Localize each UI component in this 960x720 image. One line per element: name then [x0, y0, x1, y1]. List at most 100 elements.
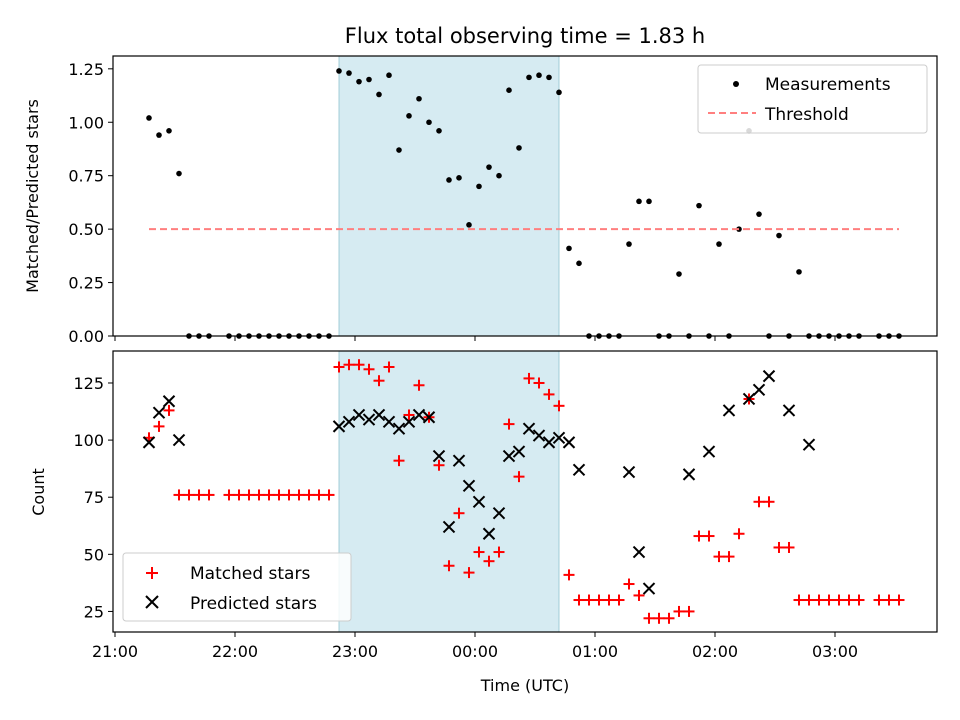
matched-star-point — [533, 377, 545, 389]
matched-star-point — [893, 594, 905, 606]
matched-star-point — [233, 489, 245, 501]
measurement-point — [626, 241, 632, 247]
x-tick-label: 23:00 — [332, 642, 378, 661]
measurement-point — [396, 147, 402, 153]
predicted-star-point — [372, 408, 386, 422]
measurement-point — [696, 202, 702, 209]
predicted-star-point — [402, 415, 416, 429]
matched-star-point — [323, 489, 335, 501]
matched-star-point — [803, 594, 815, 606]
measurement-point — [576, 260, 582, 267]
y-tick-label: 0.00 — [68, 327, 104, 346]
matched-star-point — [363, 363, 375, 375]
x-axis-label: Time (UTC) — [480, 676, 569, 695]
matched-star-point — [443, 560, 455, 572]
predicted-star-point — [412, 408, 426, 422]
predicted-star-point — [332, 420, 346, 433]
measurement-point — [446, 177, 452, 183]
predicted-star-point — [542, 436, 556, 449]
matched-star-point — [313, 489, 325, 501]
predicted-star-point — [702, 445, 716, 458]
predicted-star-point — [342, 415, 356, 429]
measurement-point — [436, 128, 442, 134]
matched-star-point — [343, 359, 355, 371]
predicted-star-point — [762, 369, 776, 383]
matched-star-point — [483, 555, 495, 567]
count-panel: 25 50 75 100 125 21:00 22:00 23:00 00:00 01:00 02… — [29, 350, 938, 695]
measurement-point — [166, 128, 172, 134]
matched-star-point — [833, 594, 845, 606]
measurement-point — [636, 198, 642, 205]
predicted-star-point — [522, 422, 536, 435]
predicted-star-point — [472, 495, 486, 508]
y-tick-label: 25 — [84, 602, 104, 621]
ratio-panel-frame — [112, 55, 938, 337]
matched-star-point — [223, 489, 235, 501]
chart-title: Flux total observing time = 1.83 h — [345, 24, 705, 48]
legend-threshold-label: Threshold — [764, 105, 849, 125]
ratio-legend: Measurements Threshold — [697, 64, 928, 134]
matched-star-point — [203, 489, 215, 501]
ratio-panel: 0.00 0.25 0.50 0.75 1.00 1.25 Matched/Predict… — [23, 55, 938, 346]
matched-star-point — [633, 589, 645, 601]
matched-star-point — [293, 489, 305, 501]
matched-star-point — [823, 594, 835, 606]
ratio-y-axis-label: Matched/Predicted stars — [23, 99, 42, 293]
matched-star-point — [523, 372, 535, 384]
matched-star-point — [433, 459, 445, 471]
predicted-star-point — [682, 468, 696, 481]
matched-star-point — [383, 361, 395, 373]
y-tick-label: 75 — [84, 488, 104, 507]
count-y-axis-label: Count — [29, 468, 48, 516]
matched-star-point — [283, 489, 295, 501]
predicted-star-point — [442, 520, 456, 534]
y-tick-label: 0.75 — [68, 167, 104, 186]
predicted-star-point — [382, 415, 396, 429]
matched-star-point — [403, 409, 415, 421]
predicted-star-point — [492, 506, 506, 520]
x-tick-label: 00:00 — [452, 642, 498, 661]
count-y-ticks: 25 50 75 100 125 — [73, 374, 113, 621]
measurement-point — [426, 119, 432, 126]
measurement-point — [346, 70, 352, 76]
matched-star-point — [163, 404, 175, 416]
measurement-point — [386, 72, 392, 79]
count-x-ticks: 21:00 22:00 23:00 00:00 01:00 02:00 03:00 — [92, 632, 858, 661]
legend-matched-label: Matched stars — [190, 564, 310, 584]
matched-star-point — [603, 594, 615, 606]
measurement-point — [646, 198, 652, 205]
matched-star-point — [703, 530, 715, 542]
measurement-point — [506, 87, 512, 93]
matched-star-point — [513, 471, 525, 483]
measurement-point — [456, 175, 462, 181]
predicted-star-point — [552, 431, 566, 445]
matched-star-point — [413, 379, 425, 391]
matched-star-point — [693, 530, 705, 542]
matched-star-point — [873, 594, 885, 606]
matched-star-point — [653, 612, 665, 624]
matched-star-point — [843, 594, 855, 606]
measurement-point — [796, 269, 802, 275]
predicted-star-point — [802, 438, 816, 451]
predicted-star-point — [152, 406, 166, 419]
measurement-point — [476, 183, 482, 190]
x-tick-label: 22:00 — [212, 642, 258, 661]
measurement-point — [416, 95, 422, 102]
matched-star-point — [683, 605, 695, 617]
matched-star-point — [613, 594, 625, 606]
measurement-point — [466, 222, 472, 228]
matched-star-point — [713, 551, 725, 563]
measurement-point — [776, 232, 782, 239]
predicted-star-point — [432, 449, 446, 463]
matched-star-point — [853, 594, 865, 606]
measurement-point — [676, 271, 682, 277]
predicted-star-point — [482, 527, 496, 540]
ratio-legend-box — [697, 64, 928, 134]
y-tick-label: 0.25 — [68, 274, 104, 293]
matched-star-point — [303, 489, 315, 501]
ratio-x-ticks — [114, 336, 836, 341]
ratio-marks — [146, 68, 902, 339]
matched-star-point — [623, 578, 635, 590]
matched-star-point — [393, 455, 405, 467]
